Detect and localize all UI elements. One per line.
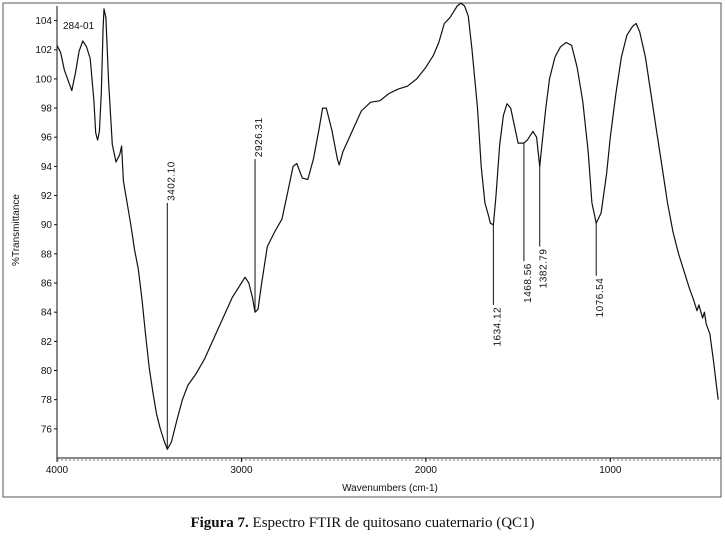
y-tick-label: 76 [41,424,53,435]
y-axis-title: %Transmittance [11,194,22,266]
y-tick-label: 88 [41,249,53,260]
figure-caption: Figura 7. Espectro FTIR de quitosano cua… [0,515,725,532]
y-tick-label: 92 [41,191,53,202]
peak-label: 1468.56 [523,263,534,303]
peak-label: 1382.79 [539,249,550,289]
y-tick-label: 98 [41,104,53,115]
peak-label: 1076.54 [595,278,606,318]
y-tick-label: 84 [41,308,53,319]
y-tick-label: 86 [41,279,53,290]
y-tick-label: 94 [41,162,53,173]
caption-label: Figura 7. [190,515,249,531]
figure-border [2,2,722,498]
y-tick-label: 90 [41,220,53,231]
x-axis-title: Wavenumbers (cm-1) [342,483,438,494]
sample-label: 284-01 [63,21,95,32]
y-tick-label: 82 [41,337,53,348]
caption-text: Espectro FTIR de quitosano cuaternario (… [248,515,535,531]
peak-annotations: 3402.10 2926.31 1634.12 1468.56 1382.79 1076.… [166,117,606,450]
x-tick-label: 1000 [599,465,622,476]
y-tick-label: 80 [41,366,53,377]
x-tick-label: 4000 [46,465,69,476]
y-tick-label: 104 [35,16,52,27]
peak-label: 3402.10 [166,161,177,201]
chart-series [56,2,719,450]
y-tick-label: 100 [35,74,52,85]
peak-label: 1634.12 [492,307,503,347]
x-tick-label: 3000 [230,465,253,476]
peak-label: 2926.31 [254,117,265,157]
chart-ticks: 76 78 80 82 84 86 88 90 92 94 96 98 100 102 104 4000 300… [35,16,622,476]
chart-axes [56,6,721,461]
y-tick-label: 96 [41,133,53,144]
spectrum-line [56,2,719,450]
y-tick-label: 102 [35,45,52,56]
y-tick-label: 78 [41,395,53,406]
x-tick-label: 2000 [415,465,438,476]
ftir-chart: 76 78 80 82 84 86 88 90 92 94 96 98 100 102 104 4000 300… [2,2,722,498]
